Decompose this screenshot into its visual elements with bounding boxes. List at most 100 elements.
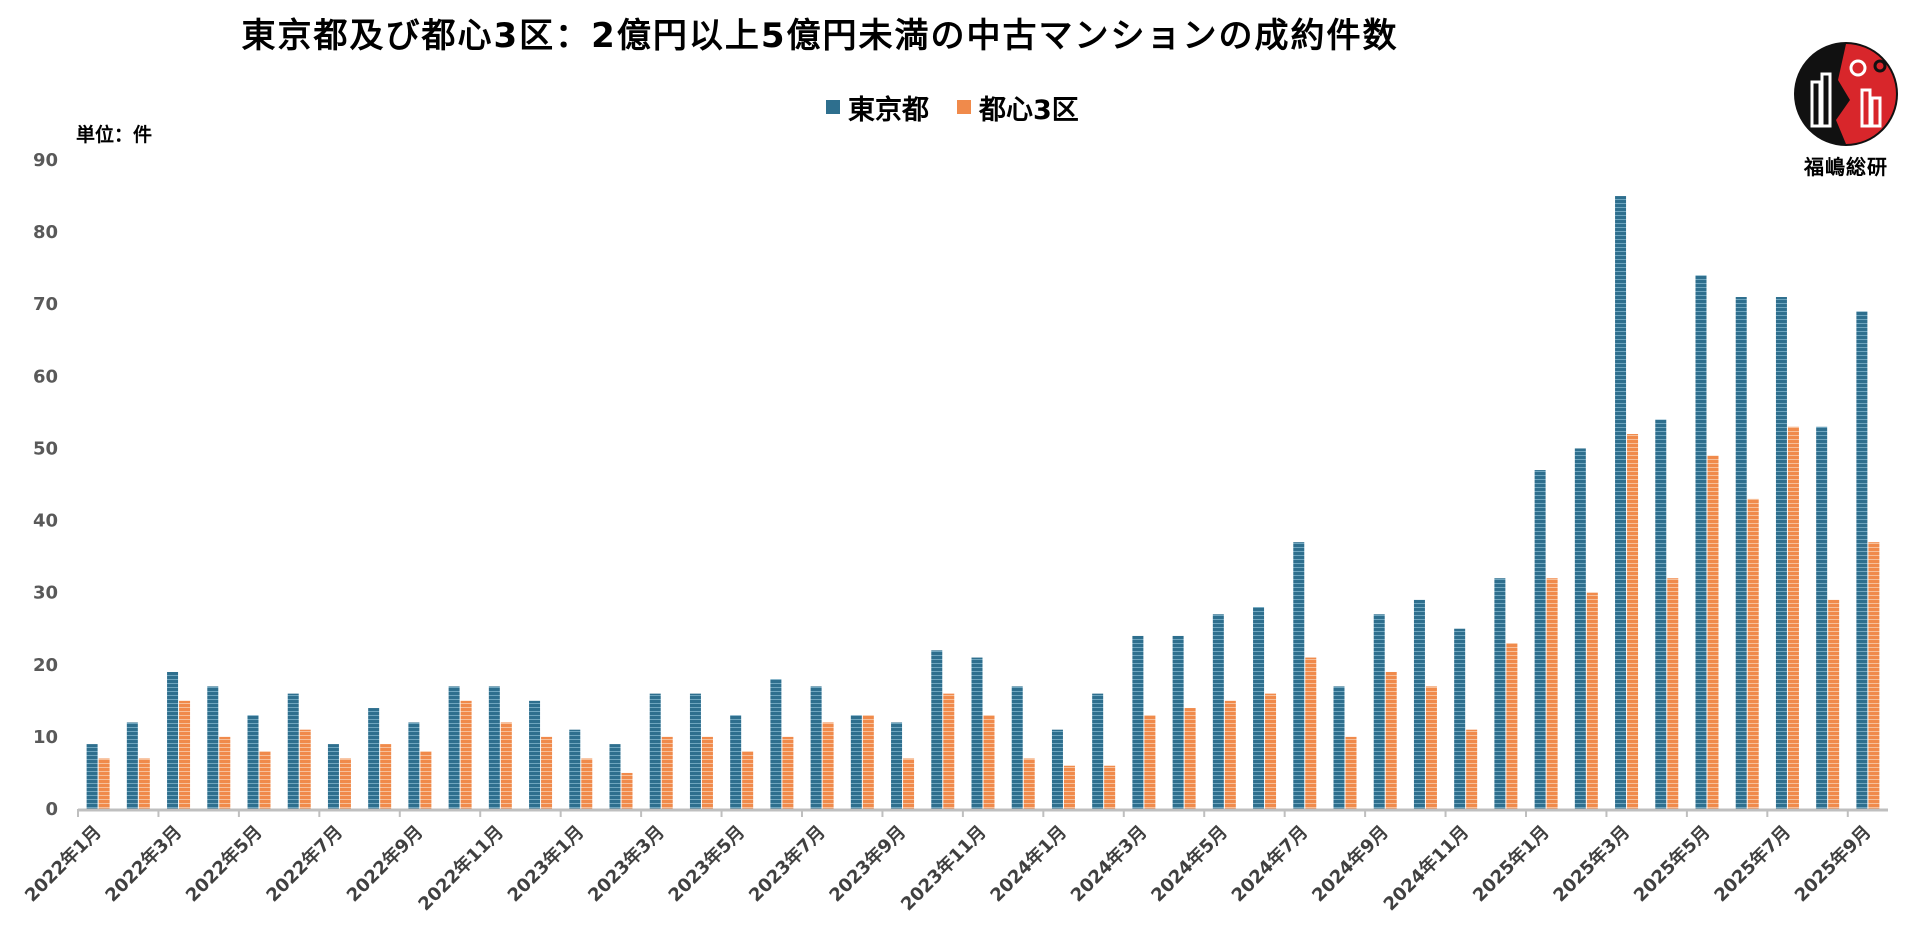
bar-tokyo: [529, 700, 541, 809]
bar-central3: [1385, 671, 1397, 809]
bar-tokyo: [1494, 578, 1506, 809]
bar-tokyo: [448, 686, 460, 809]
bar-tokyo: [609, 744, 621, 809]
bar-central3: [581, 758, 593, 809]
bar-tokyo: [1856, 311, 1868, 809]
bar-central3: [1868, 542, 1880, 809]
bar-central3: [1184, 708, 1196, 809]
bar-tokyo: [1775, 297, 1787, 809]
bar-central3: [259, 751, 271, 809]
y-tick-label: 90: [33, 150, 58, 171]
bar-tokyo: [730, 715, 742, 809]
bar-tokyo: [1333, 686, 1345, 809]
x-tick-label: 2023年11月: [896, 821, 990, 915]
bar-central3: [1667, 578, 1679, 809]
bar-central3: [339, 758, 351, 809]
bar-central3: [1144, 715, 1156, 809]
bar-central3: [701, 736, 713, 809]
x-tick-label: 2025年5月: [1629, 821, 1714, 906]
bar-central3: [1466, 729, 1478, 809]
legend-swatch-central3: [957, 100, 971, 114]
bar-central3: [983, 715, 995, 809]
bar-central3: [380, 744, 392, 809]
bar-central3: [1345, 736, 1357, 809]
bar-central3: [541, 736, 553, 809]
logo-emblem: [1794, 42, 1898, 146]
x-tick-label: 2022年7月: [262, 821, 347, 906]
bar-central3: [1787, 426, 1799, 809]
bar-tokyo: [1212, 614, 1224, 809]
bar-tokyo: [1051, 729, 1063, 809]
bar-central3: [299, 729, 311, 809]
bar-tokyo: [1293, 542, 1305, 809]
y-tick-label: 70: [33, 294, 58, 315]
bar-tokyo: [327, 744, 339, 809]
logo: 福嶋総研: [1786, 40, 1906, 180]
legend: 東京都 都心3区: [826, 92, 1107, 126]
bar-tokyo: [971, 657, 983, 809]
logo-text: 福嶋総研: [1804, 155, 1888, 179]
x-tick-label: 2022年11月: [414, 821, 508, 915]
bar-tokyo: [569, 729, 581, 809]
bar-tokyo: [649, 693, 661, 809]
y-tick-label: 80: [33, 222, 58, 243]
bar-central3: [1546, 578, 1558, 809]
bar-tokyo: [1172, 635, 1184, 809]
legend-item-central3: 都心3区: [957, 88, 1079, 127]
bar-tokyo: [1092, 693, 1104, 809]
bar-central3: [943, 693, 955, 809]
bar-central3: [500, 722, 512, 809]
bar-central3: [1104, 765, 1116, 809]
y-tick-label: 30: [33, 583, 58, 604]
x-tick-label: 2025年9月: [1790, 821, 1875, 906]
bar-central3: [661, 736, 673, 809]
x-tick-label: 2024年1月: [986, 821, 1071, 906]
bar-tokyo: [1454, 628, 1466, 809]
bar-central3: [621, 772, 633, 809]
bar-central3: [862, 715, 874, 809]
bar-tokyo: [1615, 196, 1627, 810]
bar-tokyo: [1413, 599, 1425, 809]
y-tick-label: 50: [33, 438, 58, 459]
bar-tokyo: [1655, 419, 1667, 809]
x-tick-label: 2022年3月: [101, 821, 186, 906]
x-tick-label: 2023年9月: [825, 821, 910, 906]
bar-tokyo: [86, 744, 98, 809]
bar-tokyo: [488, 686, 500, 809]
bar-central3: [1265, 693, 1277, 809]
bar-tokyo: [850, 715, 862, 809]
bar-central3: [1425, 686, 1437, 809]
legend-label-central3: 都心3区: [979, 94, 1079, 126]
bar-central3: [1506, 643, 1518, 809]
bar-central3: [98, 758, 110, 809]
bar-central3: [1305, 657, 1317, 809]
bar-tokyo: [770, 679, 782, 809]
y-tick-label: 40: [33, 511, 58, 532]
bar-tokyo: [368, 708, 380, 809]
bar-central3: [1707, 455, 1719, 809]
bar-tokyo: [1574, 448, 1586, 809]
x-tick-label: 2022年5月: [181, 821, 266, 906]
bar-tokyo: [891, 722, 903, 809]
y-tick-label: 60: [33, 366, 58, 387]
bar-central3: [1627, 434, 1639, 809]
y-tick-label: 10: [33, 727, 58, 748]
x-tick-label: 2025年3月: [1549, 821, 1634, 906]
bar-central3: [179, 700, 191, 809]
x-tick-label: 2025年7月: [1710, 821, 1795, 906]
bar-tokyo: [1534, 470, 1546, 809]
bar-tokyo: [408, 722, 420, 809]
legend-label-tokyo: 東京都: [848, 94, 929, 126]
y-axis: 0 10 20 30 40 50 60 70 80 90: [33, 150, 58, 820]
bar-central3: [1224, 700, 1236, 809]
bar-tokyo: [1816, 426, 1828, 809]
x-tick-label: 2024年3月: [1066, 821, 1151, 906]
legend-swatch-tokyo: [826, 100, 840, 114]
bar-central3: [1023, 758, 1035, 809]
bar-tokyo: [1011, 686, 1023, 809]
x-tick-label: 2022年9月: [342, 821, 427, 906]
legend-item-tokyo: 東京都: [826, 88, 929, 127]
bar-central3: [742, 751, 754, 809]
bar-tokyo: [287, 693, 299, 809]
unit-label: 単位：件: [76, 124, 153, 146]
